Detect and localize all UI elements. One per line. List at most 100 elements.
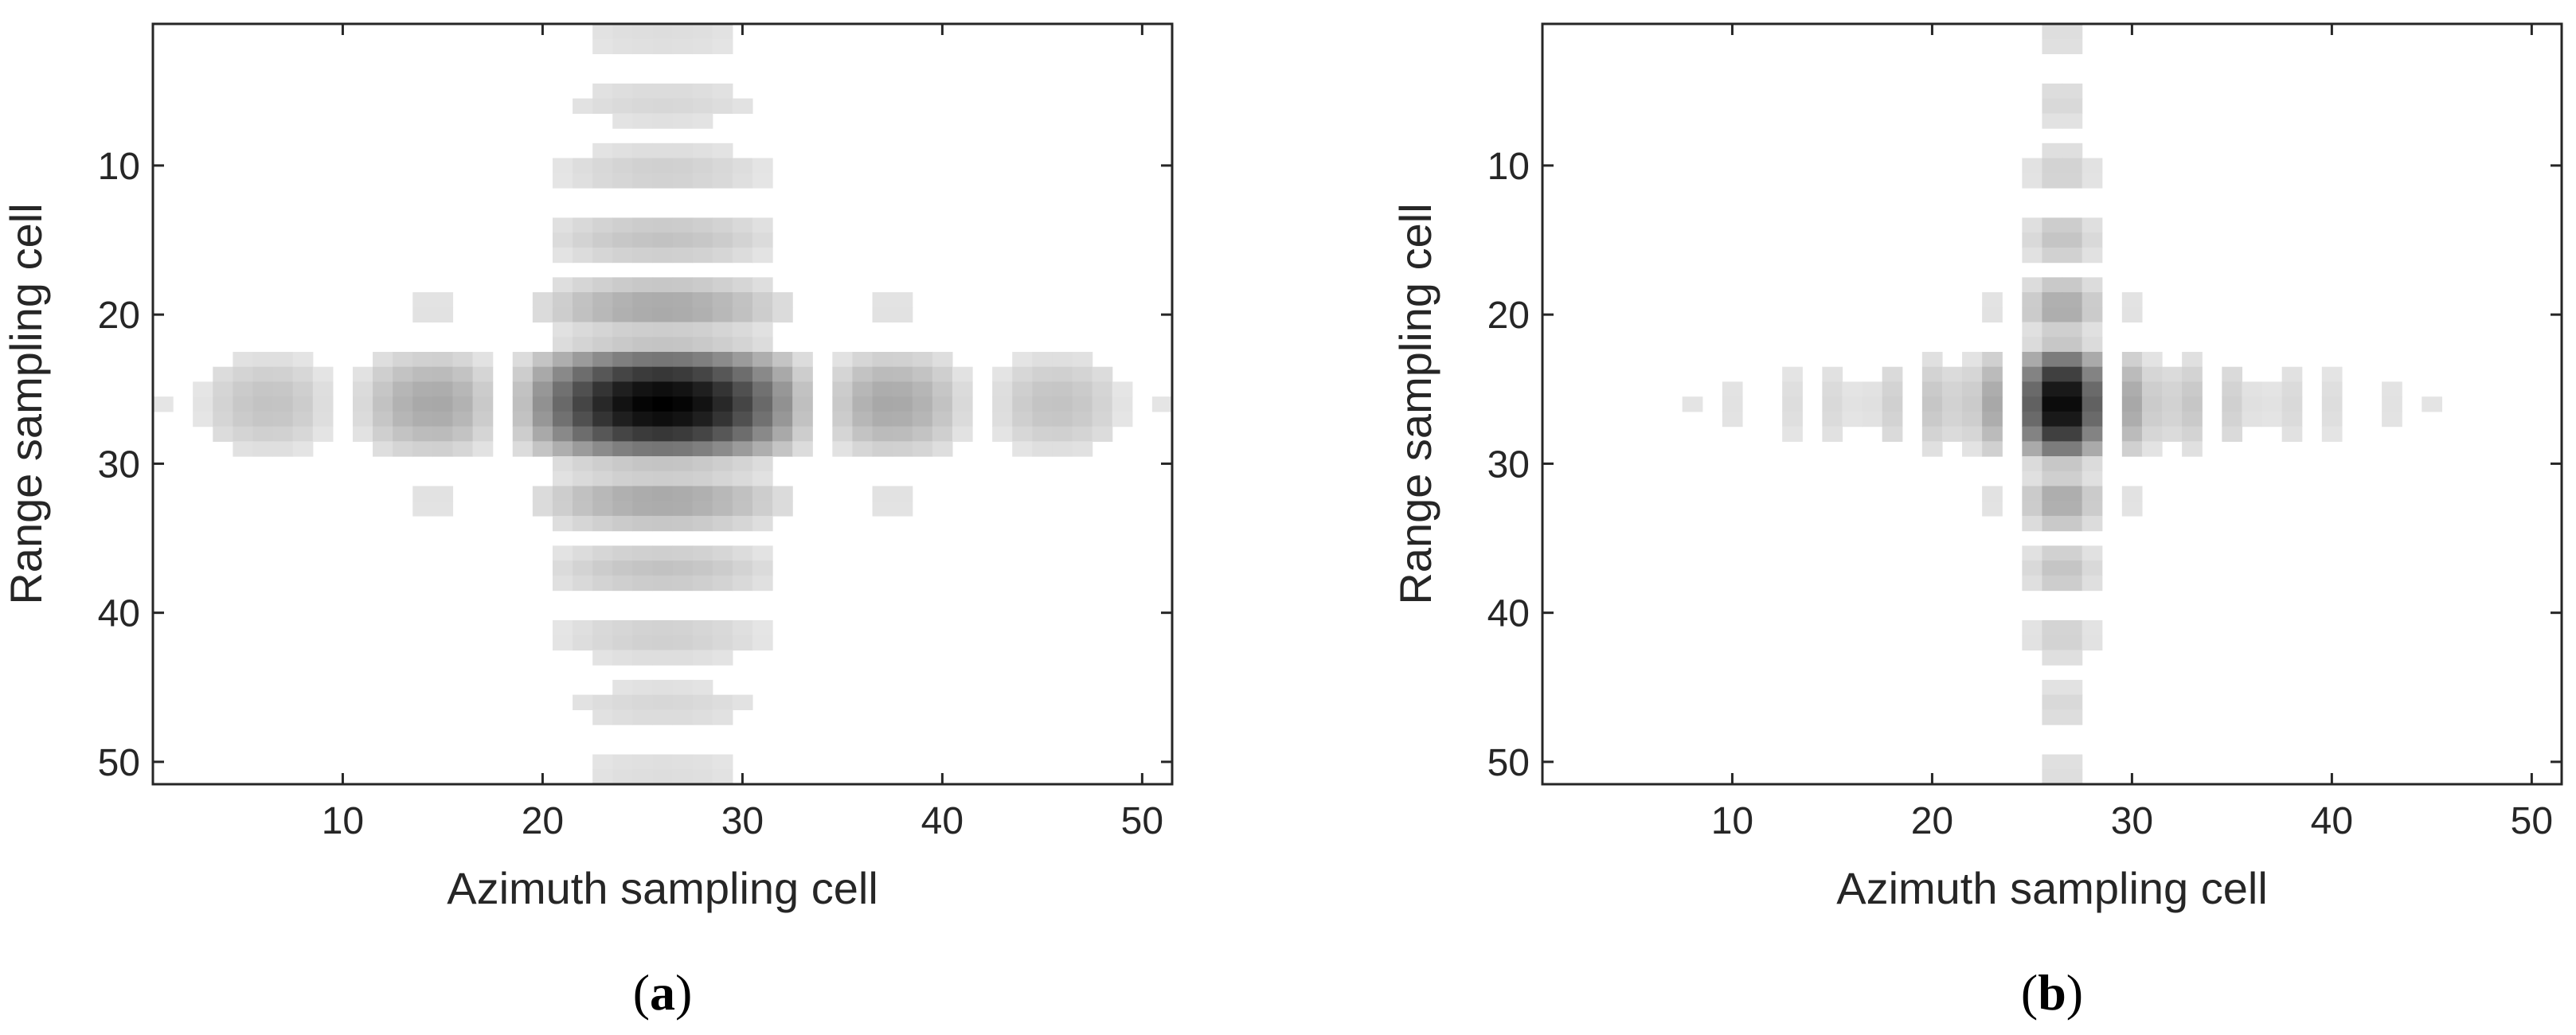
heatmap-cell xyxy=(2062,411,2083,428)
heatmap-cell xyxy=(2082,396,2103,412)
heatmap-cell xyxy=(612,694,633,710)
heatmap-cell xyxy=(1962,381,1983,397)
heatmap-cell xyxy=(2062,560,2083,576)
heatmap-cell xyxy=(2042,83,2063,100)
heatmap-cell xyxy=(832,411,854,428)
heatmap-cell xyxy=(1012,441,1033,457)
heatmap-cell xyxy=(632,24,654,40)
heatmap-cell xyxy=(1722,396,1743,412)
heatmap-cell xyxy=(692,769,713,785)
heatmap-cell xyxy=(2062,501,2083,517)
heatmap-cell xyxy=(2022,277,2043,293)
heatmap-cell xyxy=(872,307,893,323)
heatmap-cell xyxy=(432,351,454,368)
heatmap-cell xyxy=(752,396,773,412)
heatmap-cell xyxy=(592,83,613,100)
heatmap-cell xyxy=(652,143,674,159)
heatmap-cell xyxy=(472,441,494,457)
heatmap-cell xyxy=(892,381,913,397)
heatmap-cell xyxy=(1982,307,2003,323)
heatmap-cell xyxy=(1962,396,1983,412)
heatmap-cell xyxy=(2062,277,2083,293)
heatmap-cell xyxy=(1012,411,1033,428)
heatmap-cell xyxy=(252,411,274,428)
heatmap-cell xyxy=(672,471,694,487)
heatmap-cell xyxy=(2321,426,2343,442)
heatmap-cell xyxy=(692,83,713,100)
heatmap-cell xyxy=(592,143,613,159)
heatmap-cell xyxy=(2121,366,2143,383)
heatmap-cell xyxy=(1722,411,1743,428)
heatmap-cell xyxy=(692,143,713,159)
heatmap-cell xyxy=(1842,411,1863,428)
heatmap-cell xyxy=(692,635,713,651)
heatmap-cell xyxy=(792,366,813,383)
heatmap-cell xyxy=(652,635,674,651)
heatmap-cell xyxy=(2042,38,2063,55)
heatmap-cell xyxy=(732,545,753,561)
heatmap-cell xyxy=(612,83,633,100)
heatmap-cell xyxy=(532,292,553,308)
heatmap-cell xyxy=(712,709,733,725)
heatmap-cell xyxy=(592,635,613,651)
heatmap-cell xyxy=(252,351,274,368)
heatmap-cell xyxy=(412,396,433,412)
heatmap-cell xyxy=(652,754,674,770)
heatmap-cell xyxy=(612,307,633,323)
heatmap-cell xyxy=(712,366,733,383)
heatmap-cell xyxy=(393,396,413,412)
heatmap-cell xyxy=(632,456,654,472)
heatmap-cell xyxy=(712,515,733,532)
heatmap-cell xyxy=(2022,232,2043,248)
heatmap-cell xyxy=(373,441,393,457)
heatmap-cell xyxy=(352,426,373,442)
heatmap-cell xyxy=(592,98,613,114)
heatmap-cell xyxy=(872,411,893,428)
heatmap-cell xyxy=(573,441,593,457)
heatmap-cell xyxy=(652,709,674,725)
heatmap-cell xyxy=(712,24,733,40)
y-tick-label: 20 xyxy=(98,295,140,337)
heatmap-cell xyxy=(1962,441,1983,457)
heatmap-cell xyxy=(1921,381,1943,397)
heatmap-cell xyxy=(2321,381,2343,397)
heatmap-cell xyxy=(632,247,654,264)
heatmap-cell xyxy=(573,501,593,517)
heatmap-cell xyxy=(233,396,254,412)
heatmap-cell xyxy=(2022,456,2043,472)
heatmap-cell xyxy=(872,501,893,517)
x-tick-label: 50 xyxy=(2511,800,2553,842)
heatmap-cell xyxy=(772,486,793,502)
heatmap-cell xyxy=(652,650,674,666)
heatmap-cell xyxy=(652,381,674,397)
heatmap-cell xyxy=(2082,292,2103,308)
heatmap-cell xyxy=(1032,351,1053,368)
heatmap-cell xyxy=(532,381,553,397)
heatmap-cell xyxy=(153,396,174,412)
heatmap-cell xyxy=(1822,396,1843,412)
heatmap-cell xyxy=(2042,158,2063,174)
heatmap-cell xyxy=(752,322,773,338)
heatmap-cell xyxy=(732,396,753,412)
heatmap-cell xyxy=(592,456,613,472)
heatmap-cell xyxy=(592,381,613,397)
heatmap-cell xyxy=(2022,471,2043,487)
heatmap-cell xyxy=(792,396,813,412)
heatmap-cell xyxy=(732,501,753,517)
heatmap-cell xyxy=(672,754,694,770)
heatmap-cell xyxy=(2141,396,2163,412)
heatmap-cell xyxy=(672,232,694,248)
heatmap-cell xyxy=(2062,322,2083,338)
heatmap-cell xyxy=(432,381,454,397)
plot-frame xyxy=(151,22,1174,786)
heatmap-cell xyxy=(452,351,474,368)
heatmap-cell xyxy=(1822,426,1843,442)
heatmap-cell xyxy=(752,277,773,293)
heatmap-cell xyxy=(1862,381,1883,397)
heatmap-cell xyxy=(432,441,454,457)
heatmap-cell xyxy=(632,709,654,725)
heatmap-cell xyxy=(233,381,254,397)
heatmap-cell xyxy=(612,411,633,428)
heatmap-cell xyxy=(612,38,633,55)
heatmap-cell xyxy=(732,381,753,397)
